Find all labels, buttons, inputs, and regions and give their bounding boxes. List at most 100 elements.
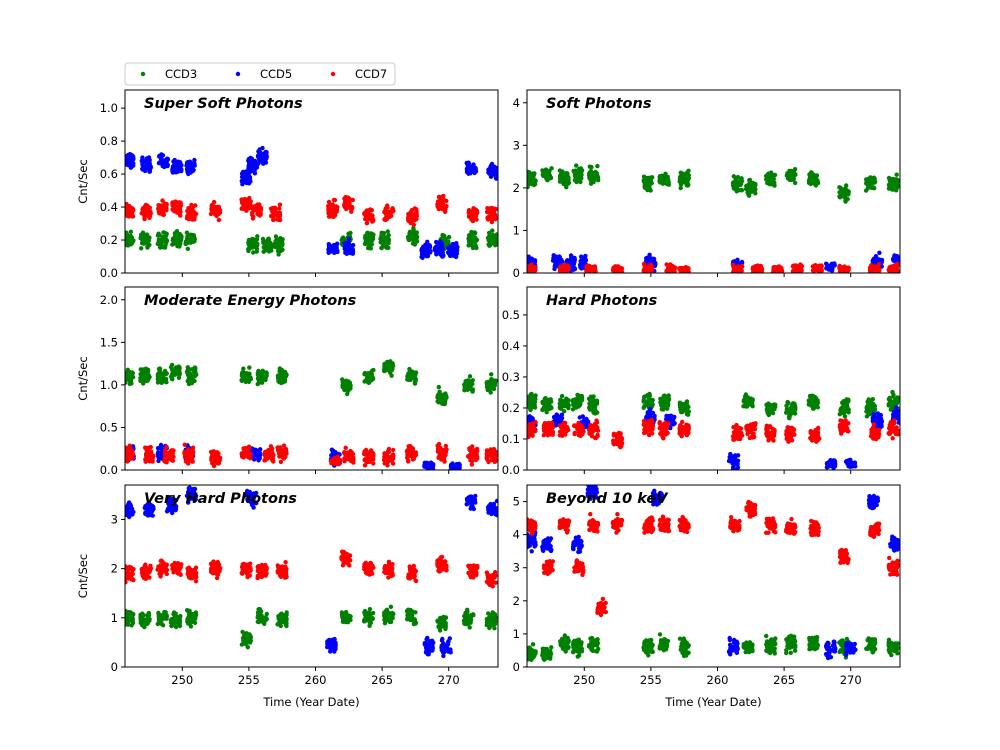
data-point-cluster — [484, 456, 489, 461]
data-point-cluster — [259, 380, 265, 385]
data-point-cluster — [265, 451, 270, 457]
data-point-cluster — [587, 269, 592, 273]
y-tick-label: 4 — [513, 96, 520, 110]
data-point-cluster — [768, 173, 773, 178]
data-point-cluster — [188, 373, 193, 378]
data-point-cluster — [641, 261, 647, 267]
data-point-cluster — [368, 449, 373, 454]
data-point-cluster — [436, 384, 441, 390]
data-point-cluster — [381, 239, 387, 244]
data-point-cluster — [678, 178, 683, 183]
data-point-cluster — [258, 375, 263, 380]
data-point-cluster — [657, 174, 662, 180]
data-point-cluster — [125, 459, 130, 464]
data-point-cluster — [210, 453, 215, 458]
series-ccd3 — [527, 163, 900, 204]
data-point-cluster — [427, 245, 433, 250]
data-point-cluster — [619, 269, 625, 273]
data-point-cluster — [162, 459, 168, 464]
data-point-cluster — [871, 175, 877, 180]
data-point-cluster — [253, 203, 258, 209]
data-point-cluster — [873, 254, 879, 259]
data-point-cluster — [663, 171, 668, 176]
data-point-cluster — [435, 446, 441, 451]
data-point-cluster — [343, 445, 348, 450]
data-point-cluster — [260, 370, 265, 375]
data-point-cluster — [271, 452, 276, 458]
data-point-cluster — [445, 245, 451, 251]
data-point-cluster — [370, 455, 375, 460]
data-point-cluster — [469, 459, 475, 464]
data-point-cluster — [261, 374, 267, 380]
data-point-cluster — [565, 259, 570, 264]
data-point-cluster — [879, 257, 885, 263]
data-points — [527, 163, 900, 273]
data-point-cluster — [245, 452, 250, 457]
data-point-cluster — [346, 236, 352, 242]
data-point-cluster — [385, 205, 390, 210]
data-point-cluster — [125, 160, 129, 165]
data-point-cluster — [406, 212, 411, 217]
data-point-cluster — [837, 195, 843, 200]
data-point-cluster — [793, 180, 798, 186]
data-point-cluster — [443, 443, 448, 449]
data-point-cluster — [186, 216, 191, 222]
data-point-cluster — [420, 255, 425, 260]
data-point-cluster — [176, 364, 181, 369]
data-point-cluster — [161, 375, 166, 380]
data-point-cluster — [409, 219, 414, 224]
series-ccd3 — [125, 226, 498, 257]
data-point-cluster — [156, 450, 161, 455]
data-point-cluster — [557, 168, 563, 173]
data-point-cluster — [864, 177, 869, 182]
data-point-cluster — [817, 269, 823, 273]
data-point-cluster — [471, 163, 476, 169]
data-point-cluster — [806, 180, 812, 185]
series-ccd3 — [125, 359, 498, 407]
data-point-cluster — [446, 234, 452, 240]
data-point-cluster — [191, 233, 196, 238]
data-point-cluster — [157, 445, 163, 451]
data-point-cluster — [488, 385, 493, 390]
data-point-cluster — [661, 176, 666, 181]
data-point-cluster — [268, 206, 274, 211]
data-point-cluster — [351, 243, 356, 248]
data-point-cluster — [532, 171, 537, 176]
data-point-cluster — [891, 268, 897, 273]
data-point-cluster — [384, 245, 390, 250]
data-point-cluster — [407, 452, 412, 458]
data-point-cluster — [454, 247, 459, 253]
data-point-cluster — [148, 444, 153, 450]
data-point-cluster — [843, 268, 848, 273]
data-point-cluster — [648, 267, 653, 273]
data-point-cluster — [894, 263, 899, 269]
data-point-cluster — [184, 369, 190, 375]
data-point-cluster — [261, 160, 266, 165]
data-point-cluster — [485, 215, 490, 220]
data-point-cluster — [439, 450, 445, 455]
data-point-cluster — [368, 375, 373, 381]
data-point-cluster — [142, 215, 147, 220]
data-point-cluster — [578, 265, 583, 270]
data-point-cluster — [239, 373, 245, 378]
data-point-cluster — [348, 458, 354, 464]
data-point-cluster — [381, 243, 386, 248]
data-point-cluster — [441, 236, 447, 241]
data-point-cluster — [341, 382, 346, 387]
data-point-cluster — [126, 205, 132, 210]
data-point-cluster — [863, 188, 869, 193]
data-point-cluster — [177, 200, 182, 205]
data-point-cluster — [579, 167, 584, 173]
data-point-cluster — [793, 263, 799, 268]
data-point-cluster — [163, 231, 168, 236]
series-ccd3 — [527, 389, 900, 421]
data-point-cluster — [490, 228, 495, 233]
data-point-cluster — [752, 266, 757, 272]
data-point-cluster — [138, 367, 143, 372]
data-point-cluster — [271, 217, 276, 223]
data-point-cluster — [262, 458, 267, 463]
data-point-cluster — [145, 245, 150, 250]
data-point-cluster — [487, 241, 493, 246]
data-point-cluster — [532, 268, 537, 273]
data-point-cluster — [330, 246, 336, 251]
